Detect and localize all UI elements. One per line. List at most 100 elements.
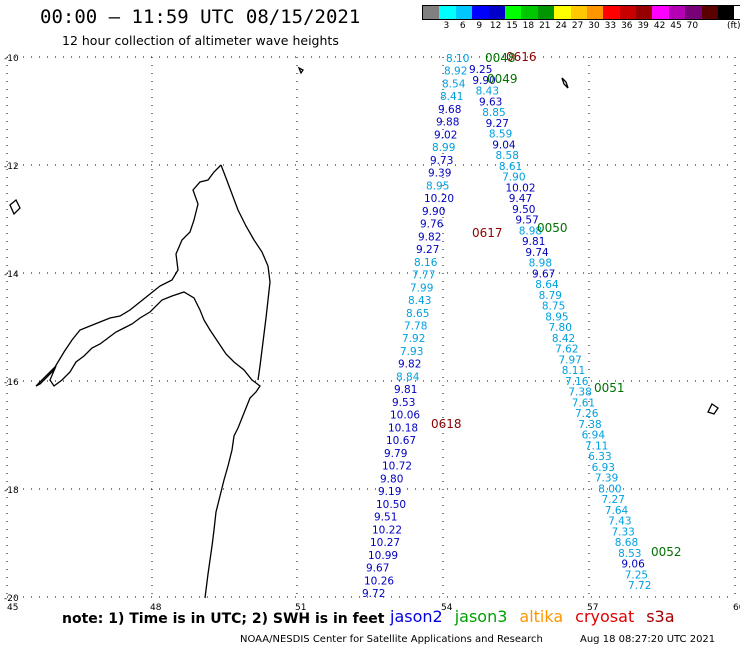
islet-d bbox=[297, 66, 304, 75]
track-a-value: 10.27 bbox=[370, 537, 400, 549]
legend-swatch bbox=[652, 6, 669, 19]
track-a-value: 9.80 bbox=[380, 473, 403, 485]
longitude-tick-label: 60 bbox=[733, 603, 740, 613]
satellite-name: altika bbox=[519, 607, 564, 626]
track-a-value: 7.99 bbox=[410, 282, 433, 294]
track-b-value: 8.98 bbox=[519, 225, 542, 237]
legend-swatch bbox=[504, 6, 522, 19]
track-b-value: 9.63 bbox=[479, 96, 502, 108]
track-b-value: 8.85 bbox=[482, 107, 505, 119]
islet-a bbox=[9, 198, 21, 216]
track-b-value: 10.02 bbox=[505, 182, 535, 194]
legend-swatch bbox=[537, 6, 555, 19]
latitude-tick-label: -20 bbox=[4, 594, 19, 604]
track-b-value: 6.33 bbox=[588, 451, 611, 463]
pass-label: 0052 bbox=[651, 545, 682, 559]
wave-height-tracks: 8.108.928.548.419.689.889.028.999.739.39… bbox=[362, 50, 682, 600]
legend-label: 12 bbox=[489, 21, 502, 31]
track-a-value: 9.72 bbox=[362, 588, 385, 600]
legend-label: 30 bbox=[588, 21, 600, 31]
footer-note: note: 1) Time is in UTC; 2) SWH is in fe… bbox=[62, 611, 385, 627]
latitude-tick-label: -12 bbox=[4, 162, 19, 172]
track-a-value: 10.67 bbox=[386, 435, 416, 447]
legend-label: 27 bbox=[571, 21, 584, 31]
latitude-tick-label: -16 bbox=[4, 378, 19, 388]
satellite-name: jason3 bbox=[454, 607, 508, 626]
track-a-value: 7.77 bbox=[412, 270, 435, 282]
track-a-value: 9.51 bbox=[374, 512, 397, 524]
legend-label: 21 bbox=[539, 21, 551, 31]
track-a-value: 9.81 bbox=[394, 384, 417, 396]
track-a-value: 10.26 bbox=[364, 575, 394, 587]
track-a-value: 8.54 bbox=[442, 78, 466, 90]
track-b-value: 8.58 bbox=[496, 150, 519, 162]
track-a-value: 9.39 bbox=[428, 168, 451, 180]
track-b-value: 8.11 bbox=[562, 365, 585, 377]
track-a-value: 10.72 bbox=[382, 461, 412, 473]
track-a-value: 8.92 bbox=[444, 66, 467, 78]
track-b-value: 7.97 bbox=[558, 354, 581, 366]
track-a-value: 8.10 bbox=[446, 53, 469, 65]
track-a-value: 7.92 bbox=[402, 333, 425, 345]
track-a-value: 9.76 bbox=[420, 219, 444, 231]
track-a-value: 9.19 bbox=[378, 486, 401, 498]
track-b-value: 9.81 bbox=[522, 236, 545, 248]
track-b-value: 7.11 bbox=[585, 440, 608, 452]
legend-swatch bbox=[619, 6, 637, 19]
track-a-value: 10.22 bbox=[372, 524, 402, 536]
pass-label: 0050 bbox=[537, 221, 568, 235]
legend-swatch bbox=[603, 6, 620, 19]
latitude-tick-label: -18 bbox=[4, 486, 19, 496]
track-b-value: 9.25 bbox=[469, 64, 492, 76]
longitude-tick-label: 45 bbox=[7, 603, 18, 613]
track-b-value: 8.43 bbox=[476, 86, 499, 98]
track-a-value: 8.41 bbox=[440, 91, 463, 103]
legend-label: 3 bbox=[443, 21, 450, 31]
track-b-value: 8.95 bbox=[545, 311, 568, 323]
footer-timestamp: Aug 18 08:27:20 UTC 2021 bbox=[580, 634, 716, 645]
legend-swatch bbox=[439, 6, 456, 19]
legend-label: 33 bbox=[604, 21, 617, 31]
track-a-value: 9.90 bbox=[422, 206, 445, 218]
page-title: 00:00 – 11:59 UTC 08/15/2021 bbox=[40, 6, 361, 28]
satellite-name: s3a bbox=[646, 607, 675, 626]
legend-swatch bbox=[586, 6, 604, 19]
legend-label: 70 bbox=[686, 21, 699, 31]
longitude-tick-label: 57 bbox=[587, 603, 598, 613]
track-b-value: 7.26 bbox=[575, 408, 599, 420]
longitude-tick-label: 48 bbox=[150, 603, 162, 613]
track-b-value: 7.27 bbox=[602, 494, 625, 506]
legend-swatch bbox=[521, 6, 538, 19]
legend-swatch bbox=[472, 6, 489, 19]
east-coast bbox=[220, 164, 271, 381]
legend-swatch bbox=[701, 6, 719, 19]
legend-label: 39 bbox=[637, 21, 649, 31]
map-grid: 45 48 51 54 57 60 -10 -12 -14 -16 -18 -20 bbox=[4, 54, 740, 613]
pass-label: 0048 bbox=[485, 51, 516, 65]
legend-swatch bbox=[488, 6, 505, 19]
legend-swatches bbox=[422, 5, 740, 20]
track-b-value: 7.72 bbox=[628, 580, 651, 592]
track-a-value: 9.02 bbox=[434, 129, 457, 141]
legend-swatch bbox=[570, 6, 587, 19]
pass-label: 0617 bbox=[472, 226, 503, 240]
track-b-value: 8.61 bbox=[499, 161, 522, 173]
legend-swatch bbox=[718, 6, 735, 19]
pass-label: 0051 bbox=[594, 381, 625, 395]
track-b-value: 7.33 bbox=[611, 526, 634, 538]
legend-label: 24 bbox=[555, 21, 567, 31]
legend-labels: (ft) 3 6 9 12 15 18 21 24 27 30 33 36 39 42 45 70 bbox=[422, 20, 740, 32]
legend-swatch bbox=[554, 6, 571, 19]
track-a-value: 8.65 bbox=[406, 308, 429, 320]
track-b-value: 9.27 bbox=[486, 118, 509, 130]
track-a-value: 9.27 bbox=[416, 244, 439, 256]
track-b-value: 7.38 bbox=[568, 387, 591, 399]
track-a-value: 10.18 bbox=[388, 422, 418, 434]
legend-swatch bbox=[423, 6, 440, 19]
track-a-value: 8.95 bbox=[426, 180, 449, 192]
color-legend: (ft) 3 6 9 12 15 18 21 24 27 30 33 36 39 42 45 70 bbox=[422, 5, 740, 32]
track-b-value: 8.64 bbox=[535, 279, 559, 291]
track-b-value: 9.50 bbox=[512, 204, 535, 216]
legend-label: 6 bbox=[459, 21, 466, 31]
